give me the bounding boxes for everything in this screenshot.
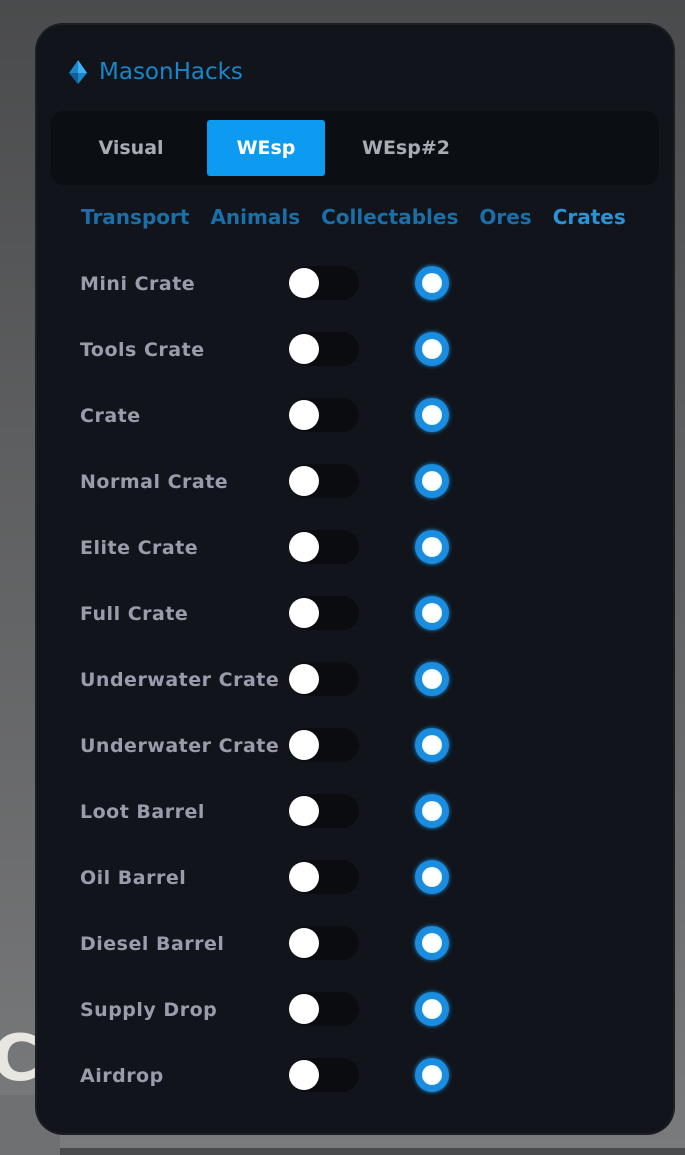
subtab-transport[interactable]: Transport [81, 205, 190, 229]
list-item: Elite Crate [37, 530, 673, 613]
radio-dot [422, 339, 442, 359]
option-radio[interactable] [415, 398, 449, 432]
category-tabs: Transport Animals Collectables Ores Crat… [81, 205, 626, 229]
item-label: Elite Crate [80, 537, 199, 559]
toggle-knob [289, 598, 319, 628]
enable-toggle[interactable] [289, 662, 359, 696]
toggle-knob [289, 994, 319, 1024]
option-radio[interactable] [415, 596, 449, 630]
list-item: Underwater Crate [37, 662, 673, 745]
enable-toggle[interactable] [289, 266, 359, 300]
list-item: Full Crate [37, 596, 673, 679]
blue-diamond-icon [69, 60, 87, 84]
enable-toggle[interactable] [289, 530, 359, 564]
app-title: MasonHacks [99, 59, 243, 85]
item-label: Supply Drop [80, 999, 218, 1021]
list-item: Underwater Crate [37, 728, 673, 811]
radio-dot [422, 471, 442, 491]
toggle-knob [289, 466, 319, 496]
list-item: Mini Crate [37, 266, 673, 349]
enable-toggle[interactable] [289, 926, 359, 960]
toggle-knob [289, 334, 319, 364]
toggle-knob [289, 532, 319, 562]
item-label: Underwater Crate [80, 735, 280, 757]
toggle-knob [289, 400, 319, 430]
option-radio[interactable] [415, 992, 449, 1026]
option-radio[interactable] [415, 530, 449, 564]
option-radio[interactable] [415, 794, 449, 828]
radio-dot [422, 999, 442, 1019]
item-label: Oil Barrel [80, 867, 187, 889]
item-label: Crate [80, 405, 141, 427]
enable-toggle[interactable] [289, 794, 359, 828]
app-logo: MasonHacks [67, 59, 243, 85]
main-tabs: Visual WEsp WEsp#2 [51, 111, 659, 185]
list-item: Loot Barrel [37, 794, 673, 877]
radio-dot [422, 1065, 442, 1085]
radio-dot [422, 801, 442, 821]
item-label: Diesel Barrel [80, 933, 225, 955]
enable-toggle[interactable] [289, 1058, 359, 1092]
enable-toggle[interactable] [289, 728, 359, 762]
option-radio[interactable] [415, 662, 449, 696]
toggle-knob [289, 1060, 319, 1090]
subtab-ores[interactable]: Ores [479, 205, 532, 229]
radio-dot [422, 603, 442, 623]
toggle-knob [289, 796, 319, 826]
item-label: Airdrop [80, 1065, 164, 1087]
tab-visual[interactable]: Visual [98, 137, 164, 159]
option-radio[interactable] [415, 728, 449, 762]
option-radio[interactable] [415, 332, 449, 366]
toggle-knob [289, 664, 319, 694]
option-radio[interactable] [415, 1058, 449, 1092]
list-item: Diesel Barrel [37, 926, 673, 1009]
list-item: Crate [37, 398, 673, 481]
radio-dot [422, 405, 442, 425]
item-label: Tools Crate [80, 339, 205, 361]
item-label: Full Crate [80, 603, 189, 625]
enable-toggle[interactable] [289, 860, 359, 894]
enable-toggle[interactable] [289, 596, 359, 630]
radio-dot [422, 537, 442, 557]
enable-toggle[interactable] [289, 332, 359, 366]
enable-toggle[interactable] [289, 398, 359, 432]
option-radio[interactable] [415, 926, 449, 960]
enable-toggle[interactable] [289, 464, 359, 498]
list-item: Tools Crate [37, 332, 673, 415]
radio-dot [422, 933, 442, 953]
item-label: Underwater Crate [80, 669, 280, 691]
toggle-knob [289, 730, 319, 760]
item-label: Mini Crate [80, 273, 196, 295]
radio-dot [422, 735, 442, 755]
list-item: Supply Drop [37, 992, 673, 1075]
item-label: Loot Barrel [80, 801, 205, 823]
radio-dot [422, 273, 442, 293]
subtab-animals[interactable]: Animals [210, 205, 301, 229]
radio-dot [422, 669, 442, 689]
toggle-knob [289, 862, 319, 892]
toggle-knob [289, 928, 319, 958]
option-radio[interactable] [415, 860, 449, 894]
toggle-knob [289, 268, 319, 298]
enable-toggle[interactable] [289, 992, 359, 1026]
cheat-menu-panel: MasonHacks Visual WEsp WEsp#2 Transport … [37, 25, 673, 1133]
tab-wesp[interactable]: WEsp [207, 120, 325, 176]
list-item: Airdrop [37, 1058, 673, 1141]
subtab-collectables[interactable]: Collectables [321, 205, 459, 229]
list-item: Oil Barrel [37, 860, 673, 943]
item-label: Normal Crate [80, 471, 229, 493]
subtab-crates[interactable]: Crates [552, 205, 626, 229]
tab-wesp2[interactable]: WEsp#2 [362, 137, 450, 159]
option-radio[interactable] [415, 464, 449, 498]
list-item: Normal Crate [37, 464, 673, 547]
radio-dot [422, 867, 442, 887]
option-radio[interactable] [415, 266, 449, 300]
